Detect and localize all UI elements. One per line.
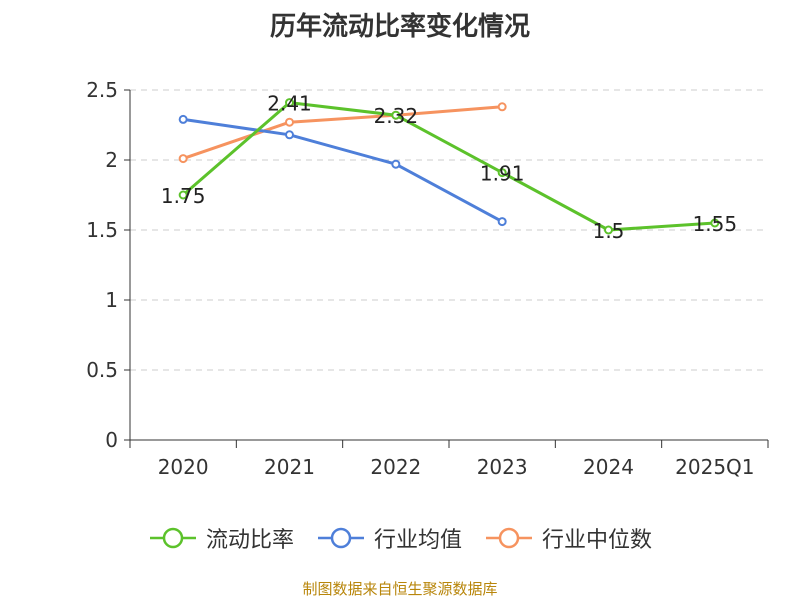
axes: 0 0.5 1 1.5 2 2.5 2020 2021 2022 2023 2024 2025Q1 [86,78,769,479]
legend-item-industry-mean[interactable]: 行业均值 [316,522,462,554]
series-1-point-3 [497,217,507,227]
gridlines [130,89,768,371]
series-0-point-1 [285,98,294,108]
series-line-1 [182,117,503,223]
legend-item-industry-median[interactable]: 行业中位数 [484,522,652,554]
series-0-point-2 [391,110,401,120]
series-2-point-0 [178,154,188,164]
x-tick-label-1: 2021 [264,455,315,479]
y-tick-label-2: 1 [105,288,118,312]
series-line-2 [182,105,503,161]
x-tick-label-4: 2024 [583,455,634,479]
legend: 流动比率 行业均值 行业中位数 [0,522,800,554]
y-tick-label-4: 2 [105,148,118,172]
x-tick-label-3: 2023 [477,455,528,479]
x-tick-label-5: 2025Q1 [675,455,754,479]
x-tick-label-0: 2020 [158,455,209,479]
series-2-point-3 [497,102,507,112]
legend-marker-industry-mean-icon [317,527,364,549]
data-label-4: 1.5 [593,219,625,243]
legend-item-current-ratio[interactable]: 流动比率 [148,522,294,554]
series-lines [178,98,720,235]
series-0-point-0 [178,190,188,200]
series-2-point-1 [285,117,294,127]
y-tick-label-5: 2.5 [86,78,118,102]
x-tick-label-2: 2022 [370,455,421,479]
data-label-3: 1.91 [480,162,525,186]
legend-label-industry-mean: 行业均值 [373,528,462,553]
legend-marker-industry-median-icon [486,527,532,549]
series-0-point-4 [604,225,613,235]
data-labels: 1.75 2.41 2.32 1.91 1.5 1.55 [161,92,737,243]
data-label-2: 2.32 [374,104,419,128]
legend-label-industry-median: 行业中位数 [542,528,653,553]
y-tick-label-0: 0 [105,428,118,452]
legend-marker-current-ratio-icon [149,527,196,549]
y-tick-label-1: 0.5 [86,358,118,382]
series-0-point-3 [497,168,507,178]
y-tick-label-3: 1.5 [86,218,118,242]
legend-label-current-ratio: 流动比率 [205,528,294,553]
chart-title: 历年流动比率变化情况 [269,12,530,42]
data-label-1: 2.41 [267,92,312,116]
series-0-point-5 [710,218,720,228]
data-label-0: 1.75 [161,184,206,208]
series-1-point-2 [391,159,401,169]
series-1-point-0 [178,114,188,124]
series-line-0 [182,101,715,232]
data-label-5: 1.55 [693,212,738,236]
data-source-note: 制图数据来自恒生聚源数据库 [302,580,498,598]
series-1-point-1 [285,130,294,140]
